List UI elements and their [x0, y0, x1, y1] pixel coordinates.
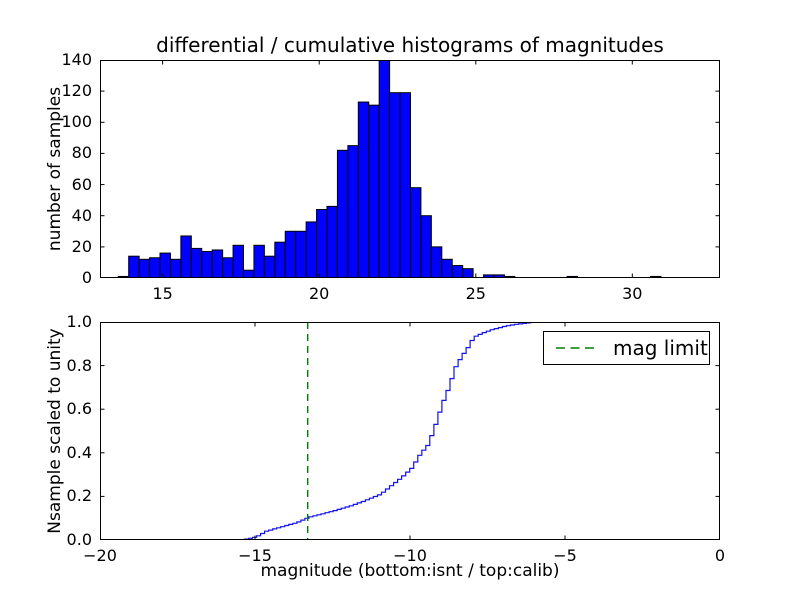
- legend-label: mag limit: [613, 336, 708, 360]
- x-tick-label: −10: [393, 546, 427, 565]
- x-tick-label: −15: [238, 546, 272, 565]
- histogram-bar: [274, 241, 286, 278]
- y-tick-label: 0.6: [66, 399, 92, 419]
- y-tick-label: 80: [71, 143, 92, 163]
- histogram-bar: [441, 258, 453, 278]
- y-tick-label: 40: [71, 205, 92, 225]
- y-tick-label: 0.8: [66, 355, 92, 375]
- x-tick-label: −20: [83, 546, 117, 565]
- histogram-bar: [169, 258, 182, 278]
- histogram-bar: [462, 268, 474, 278]
- y-tick-label: 0.2: [66, 486, 92, 506]
- histogram-bar: [253, 244, 265, 278]
- histogram-bar: [243, 269, 255, 278]
- y-tick-label: 60: [71, 174, 92, 194]
- x-tick-label: 0: [714, 546, 726, 565]
- figure-title: differential / cumulative histograms of …: [156, 33, 664, 57]
- x-tick-label: 30: [622, 284, 643, 303]
- histogram-bar: [284, 230, 297, 278]
- histogram-bar: [201, 251, 213, 278]
- histogram-plot: [100, 60, 720, 278]
- histogram-bar: [409, 187, 422, 278]
- histogram-bar: [211, 249, 224, 278]
- histogram-bar: [451, 265, 464, 278]
- histogram-bar: [368, 104, 380, 278]
- histogram-bar: [190, 247, 203, 278]
- histogram-bar: [378, 60, 391, 278]
- y-tick-label: 0: [81, 268, 92, 287]
- histogram-bar: [316, 208, 328, 278]
- histogram-bar: [326, 205, 338, 278]
- histogram-bar: [305, 221, 318, 278]
- histogram-bar: [149, 257, 161, 278]
- histogram-bar: [295, 230, 307, 278]
- axes-frame: [100, 322, 720, 540]
- histogram-bar: [420, 215, 432, 278]
- bottom-axes: [100, 322, 720, 540]
- y-tick-label: 140: [61, 50, 92, 69]
- histogram-bar: [180, 235, 192, 278]
- histogram-bar: [336, 149, 349, 278]
- x-tick-label: 15: [152, 284, 173, 303]
- cumulative-plot: [100, 322, 720, 540]
- top-axes: [100, 60, 720, 278]
- axes-frame: [100, 60, 720, 278]
- x-tick-label: −5: [553, 546, 577, 565]
- cumulative-curve: [100, 322, 720, 540]
- x-tick-label: 25: [465, 284, 486, 303]
- legend-dashed-line-sample: [556, 347, 598, 349]
- histogram-bar: [430, 246, 443, 278]
- histogram-bar: [159, 252, 171, 278]
- histogram-bar: [128, 255, 140, 278]
- y-tick-label: 1.0: [66, 312, 92, 331]
- histogram-bar: [357, 101, 370, 278]
- histogram-bar: [232, 244, 244, 278]
- histogram-bar: [389, 92, 401, 278]
- legend: mag limit: [543, 331, 710, 365]
- y-tick-label: 120: [61, 81, 92, 101]
- y-tick-label: 20: [71, 236, 92, 256]
- bottom-x-axis-label: magnitude (bottom:isnt / top:calib): [260, 561, 560, 581]
- histogram-bar: [347, 145, 359, 278]
- histogram-bar: [399, 92, 411, 278]
- y-tick-label: 0.0: [66, 530, 92, 549]
- x-tick-label: 20: [309, 284, 330, 303]
- y-tick-label: 100: [61, 112, 92, 132]
- histogram-bar: [138, 258, 151, 278]
- histogram-bar: [222, 257, 234, 278]
- histogram-bar: [263, 255, 276, 278]
- y-tick-label: 0.4: [66, 442, 92, 462]
